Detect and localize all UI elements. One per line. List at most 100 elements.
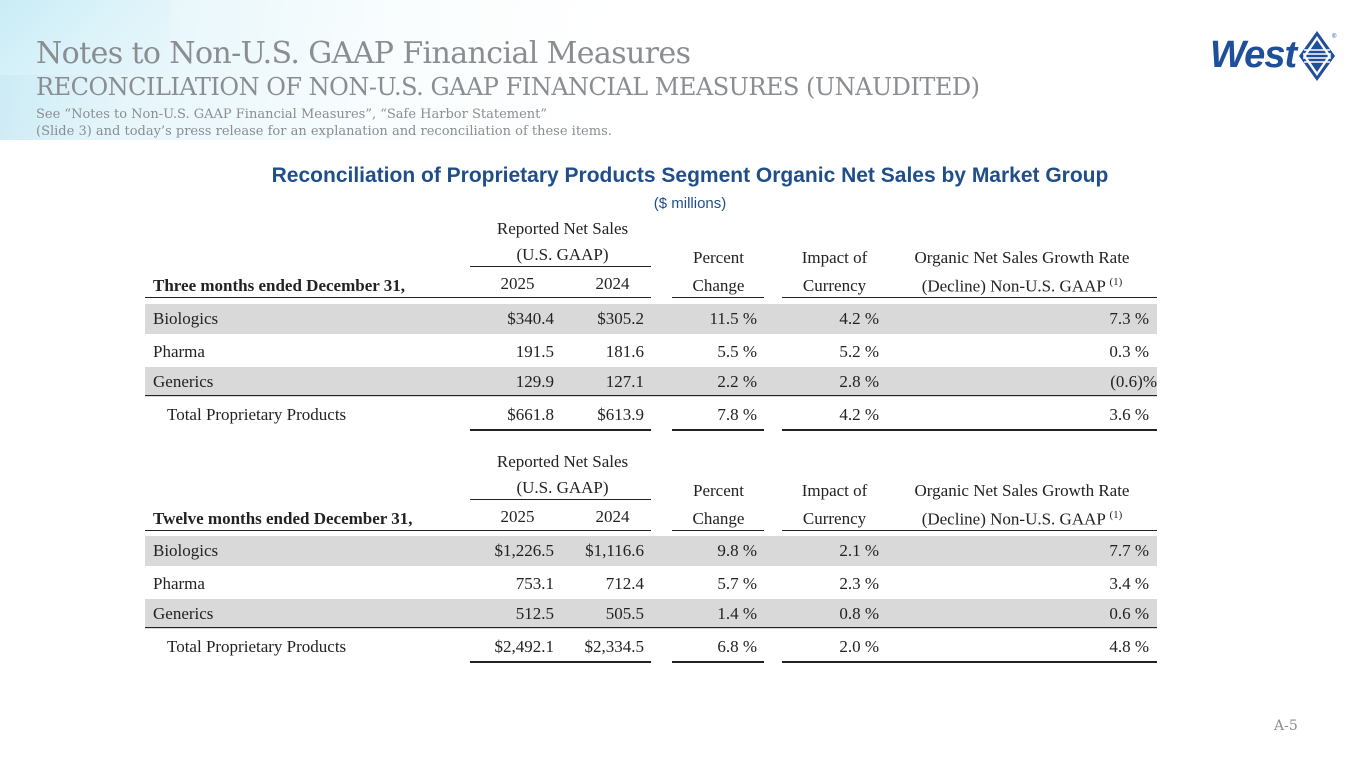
total-underline-values xyxy=(470,429,651,431)
pct-header-line1: Percent xyxy=(693,481,744,500)
reported-underline xyxy=(470,266,651,267)
value-2025: $1,226.5 xyxy=(494,541,555,560)
year2-header: 2024 xyxy=(595,274,630,293)
reported-header-line2: (U.S. GAAP) xyxy=(516,245,609,264)
value-2024: $305.2 xyxy=(597,309,644,328)
organic-growth: 0.6 % xyxy=(1109,604,1149,623)
table-row-pharma: Pharma 753.1 712.4 5.7 % 2.3 % 3.4 % xyxy=(145,569,1157,599)
pct-header-line2: Change xyxy=(692,509,745,528)
year2-header: 2024 xyxy=(595,507,630,526)
org-header-text: (Decline) Non-U.S. GAAP xyxy=(921,509,1106,529)
table-row-pharma: Pharma 191.5 181.6 5.5 % 5.2 % 0.3 % xyxy=(145,337,1157,367)
period-label: Twelve months ended December 31, xyxy=(153,509,413,528)
value-2024: $613.9 xyxy=(597,405,644,424)
total-underline-pct xyxy=(672,429,764,431)
header-underline-left xyxy=(145,297,651,298)
page-number: A-5 xyxy=(1274,718,1298,734)
fx-header-line1: Impact of xyxy=(801,248,868,267)
header-underline-pct xyxy=(672,297,764,298)
reported-header-line1: Reported Net Sales xyxy=(496,452,629,471)
row-label: Biologics xyxy=(153,309,219,328)
org-header-line1: Organic Net Sales Growth Rate xyxy=(914,248,1130,267)
logo-registered-mark: ® xyxy=(1332,34,1337,40)
currency-impact: 2.0 % xyxy=(839,637,879,656)
organic-growth: 7.7 % xyxy=(1109,541,1149,560)
row-label: Generics xyxy=(153,372,214,391)
organic-growth: 3.4 % xyxy=(1109,574,1149,593)
total-underline-right xyxy=(782,429,1157,431)
percent-change: 9.8 % xyxy=(717,541,757,560)
organic-growth: 0.3 % xyxy=(1109,342,1149,361)
pct-header-line2: Change xyxy=(692,276,745,295)
org-header-line1: Organic Net Sales Growth Rate xyxy=(914,481,1130,500)
period-label: Three months ended December 31, xyxy=(153,276,405,295)
diamond-logo-icon xyxy=(1299,31,1335,81)
percent-change: 5.5 % xyxy=(717,342,757,361)
value-2024: $2,334.5 xyxy=(584,637,645,656)
reported-header-line1: Reported Net Sales xyxy=(496,219,629,238)
organic-growth: 4.8 % xyxy=(1109,637,1149,656)
header-corner-accent xyxy=(0,0,170,75)
percent-change: 5.7 % xyxy=(717,574,757,593)
org-header-line2: (Decline) Non-U.S. GAAP (1) xyxy=(887,509,1157,530)
org-header-line2: (Decline) Non-U.S. GAAP (1) xyxy=(887,276,1157,297)
table-units: ($ millions) xyxy=(653,195,727,212)
row-label: Biologics xyxy=(153,541,219,560)
row-label: Pharma xyxy=(153,342,205,361)
value-2024: 127.1 xyxy=(605,372,644,391)
pct-header-line1: Percent xyxy=(693,248,744,267)
table-row-generics: Generics 129.9 127.1 2.2 % 2.8 % (0.6)% xyxy=(145,367,1157,397)
west-logo: West ® xyxy=(1210,30,1340,84)
disclaimer-note: See “Notes to Non-U.S. GAAP Financial Me… xyxy=(36,106,612,140)
value-2025: 191.5 xyxy=(515,342,554,361)
disclaimer-line-2: (Slide 3) and today’s press release for … xyxy=(36,124,612,139)
value-2024: 505.5 xyxy=(605,604,644,623)
reported-header-line2: (U.S. GAAP) xyxy=(516,478,609,497)
footnote-ref: (1) xyxy=(1109,276,1123,288)
currency-impact: 4.2 % xyxy=(839,309,879,328)
disclaimer-line-1: See “Notes to Non-U.S. GAAP Financial Me… xyxy=(36,107,548,122)
currency-impact: 0.8 % xyxy=(839,604,879,623)
header-underline-left xyxy=(145,530,651,531)
currency-impact: 2.1 % xyxy=(839,541,879,560)
reported-underline xyxy=(470,499,651,500)
value-2025: $340.4 xyxy=(507,309,554,328)
percent-change: 6.8 % xyxy=(717,637,757,656)
value-2024: 712.4 xyxy=(605,574,644,593)
table-title: Reconciliation of Proprietary Products S… xyxy=(271,164,1109,187)
page-subtitle: RECONCILIATION OF NON-U.S. GAAP FINANCIA… xyxy=(36,73,980,101)
value-2025: $661.8 xyxy=(507,405,554,424)
percent-change: 11.5 % xyxy=(709,309,757,328)
row-label: Generics xyxy=(153,604,214,623)
footnote-ref: (1) xyxy=(1109,509,1123,521)
table-row-total: Total Proprietary Products $661.8 $613.9… xyxy=(145,400,1157,430)
value-2025: 512.5 xyxy=(515,604,554,623)
value-2024: $1,116.6 xyxy=(585,541,644,560)
table-row-total: Total Proprietary Products $2,492.1 $2,3… xyxy=(145,632,1157,662)
total-underline-values xyxy=(470,661,651,663)
year1-header: 2025 xyxy=(500,507,535,526)
organic-growth: (0.6)% xyxy=(1110,372,1157,391)
currency-impact: 2.8 % xyxy=(839,372,879,391)
table-row-biologics: Biologics $340.4 $305.2 11.5 % 4.2 % 7.3… xyxy=(145,304,1157,334)
fx-header-line1: Impact of xyxy=(801,481,868,500)
row-label: Pharma xyxy=(153,574,205,593)
subtotal-line xyxy=(145,395,1157,396)
value-2025: $2,492.1 xyxy=(494,637,555,656)
organic-growth: 3.6 % xyxy=(1109,405,1149,424)
organic-growth: 7.3 % xyxy=(1109,309,1149,328)
percent-change: 7.8 % xyxy=(717,405,757,424)
total-underline-pct xyxy=(672,661,764,663)
currency-impact: 5.2 % xyxy=(839,342,879,361)
org-header-text: (Decline) Non-U.S. GAAP xyxy=(921,276,1106,296)
percent-change: 2.2 % xyxy=(717,372,757,391)
table-row-generics: Generics 512.5 505.5 1.4 % 0.8 % 0.6 % xyxy=(145,599,1157,629)
value-2025: 129.9 xyxy=(515,372,554,391)
row-label: Total Proprietary Products xyxy=(167,405,347,424)
fx-header-line2: Currency xyxy=(802,276,867,295)
currency-impact: 2.3 % xyxy=(839,574,879,593)
header-underline-pct xyxy=(672,530,764,531)
table-row-biologics: Biologics $1,226.5 $1,116.6 9.8 % 2.1 % … xyxy=(145,536,1157,566)
page-title: Notes to Non-U.S. GAAP Financial Measure… xyxy=(36,36,691,71)
value-2025: 753.1 xyxy=(515,574,554,593)
